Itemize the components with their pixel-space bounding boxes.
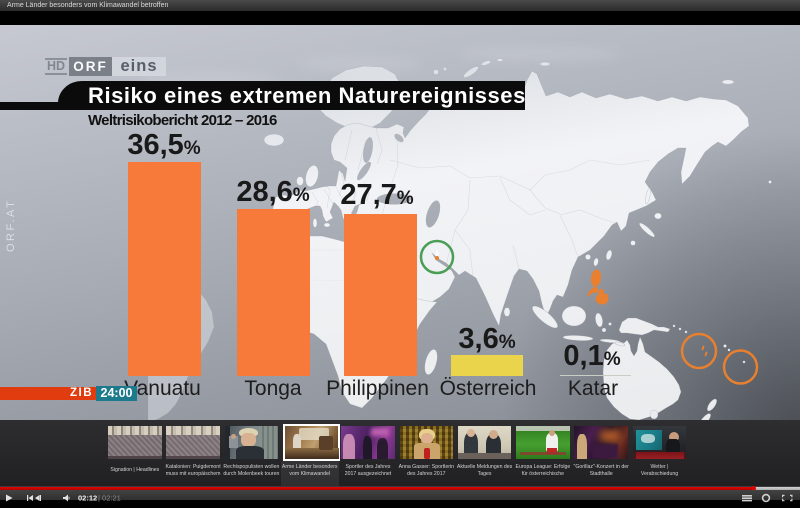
svg-text:02:12: 02:12 (78, 494, 97, 503)
svg-text:| 02:21: | 02:21 (98, 494, 121, 503)
